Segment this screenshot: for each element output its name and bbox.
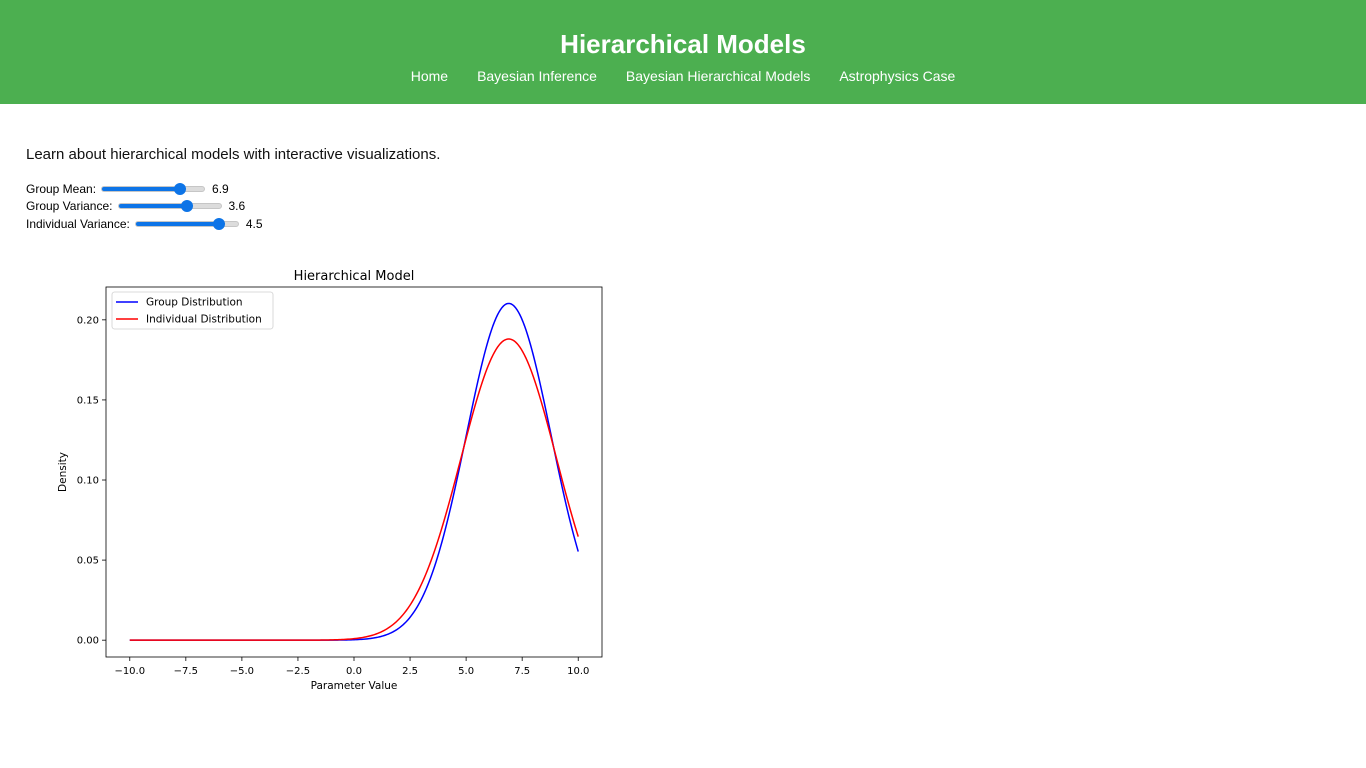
x-tick-label: 2.5 (402, 666, 418, 677)
series-line-group-distribution (129, 302, 579, 641)
series-line-individual-distribution (129, 338, 579, 641)
group-mean-control: Group Mean: 6.9 (26, 180, 1340, 198)
group-mean-value: 6.9 (212, 181, 229, 196)
x-tick-label: −5.0 (230, 666, 254, 677)
hierarchical-model-chart: Hierarchical Model −10.0 −7.5 −5.0 −2.5 0.0 2.… (57, 269, 603, 692)
chart-container: Hierarchical Model −10.0 −7.5 −5.0 −2.5 0.0 2.… (50, 262, 610, 707)
x-tick-label: 0.0 (346, 666, 362, 677)
site-header: Hierarchical Models Home Bayesian Infere… (0, 0, 1366, 104)
nav-link-bayesian-hierarchical-models[interactable]: Bayesian Hierarchical Models (625, 68, 811, 84)
y-tick-label: 0.05 (77, 556, 99, 567)
slider-controls: Group Mean: 6.9 Group Variance: 3.6 Indi… (26, 180, 1340, 233)
y-tick-label: 0.20 (77, 315, 99, 326)
nav-link-bayesian-inference[interactable]: Bayesian Inference (477, 68, 597, 84)
group-variance-value: 3.6 (228, 199, 246, 214)
individual-variance-slider[interactable] (134, 220, 239, 228)
chart-title: Hierarchical Model (294, 269, 415, 284)
y-tick-label: 0.00 (77, 636, 99, 647)
x-tick-label: −7.5 (174, 666, 198, 677)
main-nav: Home Bayesian Inference Bayesian Hierarc… (0, 67, 1366, 85)
group-mean-slider[interactable] (101, 185, 206, 193)
y-axis-label: Density (57, 452, 69, 492)
plot-frame (105, 286, 603, 658)
group-variance-control: Group Variance: 3.6 (26, 198, 1340, 216)
group-mean-label: Group Mean: (26, 181, 97, 196)
group-variance-slider[interactable] (117, 202, 222, 210)
main-content: Learn about hierarchical models with int… (0, 104, 1366, 692)
legend-label: Individual Distribution (146, 314, 262, 326)
nav-link-astrophysics-case[interactable]: Astrophysics Case (839, 68, 956, 84)
intro-text: Learn about hierarchical models with int… (26, 146, 441, 163)
group-variance-label: Group Variance: (26, 199, 113, 214)
chart-legend (111, 291, 274, 330)
x-axis-label: Parameter Value (311, 680, 398, 692)
x-tick-label: 7.5 (514, 666, 530, 677)
individual-variance-label: Individual Variance: (26, 216, 130, 231)
x-tick-label: 5.0 (458, 666, 474, 677)
site-title: Hierarchical Models (560, 29, 806, 59)
y-tick-label: 0.10 (77, 476, 99, 487)
legend-label: Group Distribution (146, 297, 243, 309)
y-tick-label: 0.15 (77, 395, 99, 406)
individual-variance-value: 4.5 (245, 216, 263, 231)
nav-link-home[interactable]: Home (410, 68, 449, 84)
x-tick-label: −2.5 (286, 666, 310, 677)
x-tick-label: −10.0 (114, 666, 145, 677)
individual-variance-control: Individual Variance: 4.5 (26, 215, 1340, 233)
x-tick-label: 10.0 (567, 666, 589, 677)
